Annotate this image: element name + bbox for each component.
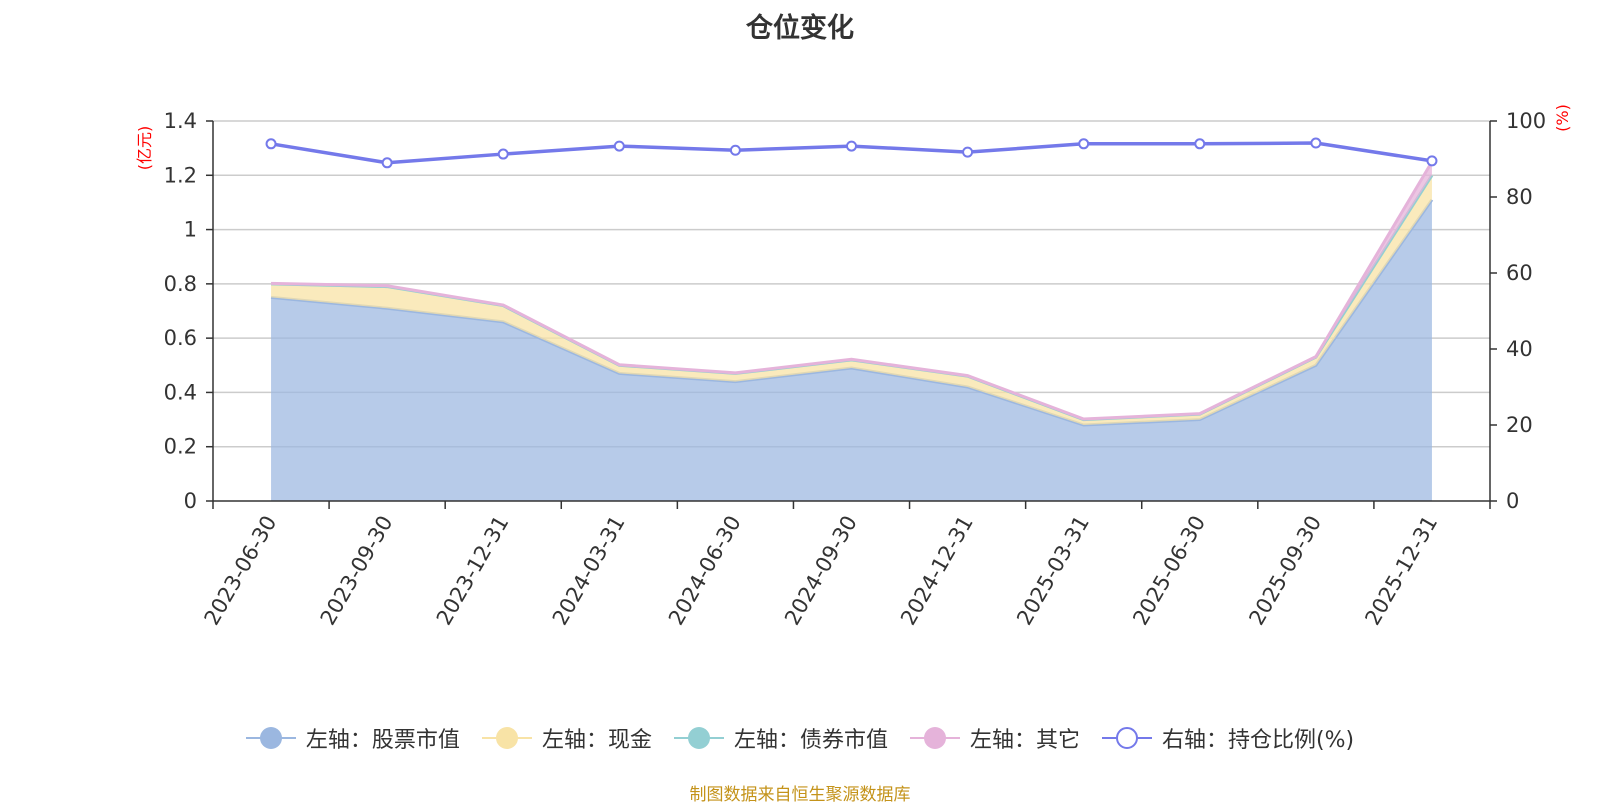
ratio-point [729, 144, 741, 156]
ratio-point [1078, 138, 1090, 150]
legend-swatch-icon [909, 726, 960, 750]
legend-swatch-icon [673, 726, 724, 750]
left-axis-tick-label: 0.2 [164, 435, 197, 459]
left-axis-unit-label: (亿元) [135, 126, 154, 171]
ratio-point [846, 140, 857, 152]
chart-legend: 左轴：股票市值 左轴：现金 左轴：债券市值 左轴：其它 右轴：持仓比例(%) [0, 722, 1600, 754]
left-axis-tick-label: 0 [184, 489, 197, 513]
legend-item[interactable]: 左轴：其它 [909, 722, 1080, 754]
left-axis-tick-label: 1 [184, 218, 197, 242]
left-axis-tick-label: 1.4 [164, 109, 197, 133]
right-axis-unit-label: (%) [1553, 104, 1572, 132]
left-axis-tick-label: 0.4 [164, 380, 197, 404]
x-axis-tick-label: 2024-12-31 [896, 511, 978, 629]
right-axis-tick-label: 60 [1506, 261, 1533, 285]
legend-item[interactable]: 左轴：债券市值 [673, 722, 888, 754]
other-area-line [271, 160, 1434, 421]
legend-label: 左轴：债券市值 [733, 728, 888, 753]
x-axis-tick-label: 2025-09-30 [1244, 512, 1326, 630]
left-axis-tick-label: 0.6 [164, 326, 197, 350]
ratio-point [1310, 137, 1322, 149]
legend-label: 右轴：持仓比例(%) [1161, 728, 1355, 753]
legend-swatch-icon [245, 726, 296, 750]
left-axis-tick-label: 0.8 [164, 272, 197, 296]
legend-item[interactable]: 左轴：股票市值 [245, 722, 460, 754]
ratio-point [1194, 138, 1206, 150]
chart-title: 仓位变化 [746, 13, 854, 44]
ratio-point [265, 138, 277, 150]
chart-area: 0 0.2 0.4 0.6 0.8 1 1.2 1.4 0 20 40 60 80 100 (亿元) (%) 2… [135, 104, 1572, 630]
x-axis-tick-label: 2025-12-31 [1360, 512, 1442, 630]
ratio-point [962, 146, 974, 158]
data-source-note: 制图数据来自恒生聚源数据库 [689, 785, 911, 805]
legend-swatch-icon [481, 726, 532, 750]
x-axis-tick-label: 2024-03-31 [548, 512, 630, 630]
stock-area [271, 199, 1432, 501]
legend-swatch-icon [1101, 726, 1152, 750]
right-axis-tick-label: 20 [1506, 413, 1533, 437]
legend-label: 左轴：其它 [969, 728, 1080, 753]
x-axis-tick-label: 2024-09-30 [780, 512, 862, 630]
x-axis-tick-label: 2023-12-31 [432, 512, 514, 630]
ratio-point [613, 140, 625, 152]
ratio-point [381, 157, 393, 169]
legend-label: 左轴：现金 [541, 728, 652, 753]
x-axis-tick-label: 2025-06-30 [1128, 512, 1210, 630]
x-axis-tick-label: 2025-03-31 [1012, 512, 1094, 630]
x-axis-tick-label: 2024-06-30 [664, 512, 746, 630]
left-axis-tick-label: 1.2 [164, 163, 197, 187]
legend-item[interactable]: 左轴：现金 [481, 722, 652, 754]
legend-label: 左轴：股票市值 [305, 728, 460, 753]
right-axis-tick-label: 0 [1506, 489, 1519, 513]
x-axis-tick-label: 2023-09-30 [316, 512, 398, 630]
ratio-point [497, 148, 509, 160]
legend-item[interactable]: 右轴：持仓比例(%) [1101, 722, 1355, 754]
right-axis-tick-label: 100 [1506, 109, 1546, 133]
right-axis-tick-label: 40 [1506, 337, 1533, 361]
ratio-point [1426, 155, 1438, 167]
x-axis-tick-label: 2023-06-30 [200, 512, 282, 630]
right-axis-tick-label: 80 [1506, 185, 1533, 209]
